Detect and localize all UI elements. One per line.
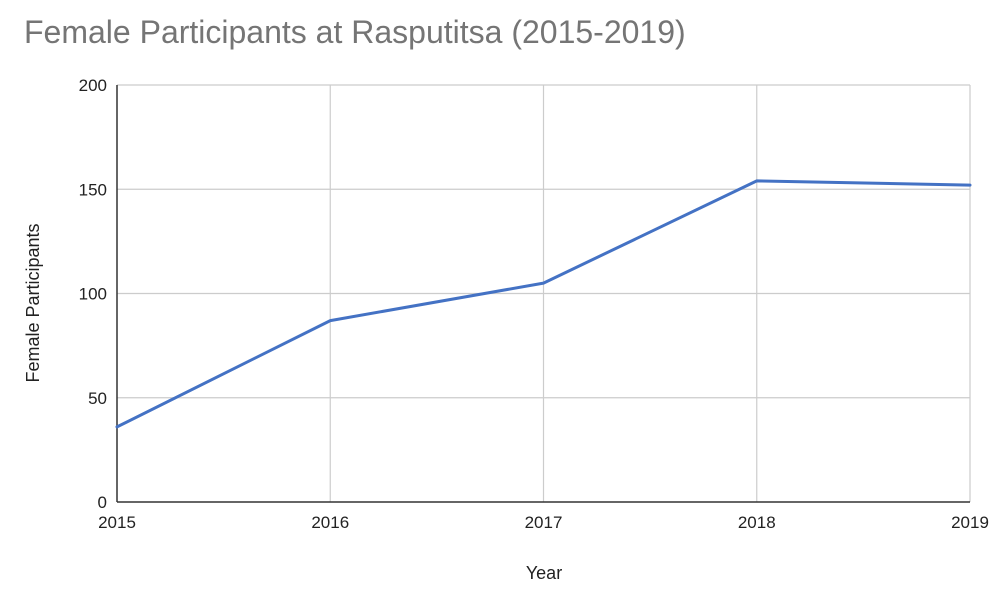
y-tick-label: 100 [79,285,107,304]
series-lines [115,179,972,429]
y-tick-labels: 0 50 100 150 200 [79,76,107,512]
x-tick-label: 2015 [98,513,136,532]
x-axis-title: Year [526,563,562,583]
y-tick-label: 200 [79,76,107,95]
grid-lines [117,84,971,502]
y-axis-title: Female Participants [23,223,43,382]
x-tick-label: 2016 [311,513,349,532]
x-tick-labels: 2015 2016 2017 2018 2019 [98,513,989,532]
axes [116,85,970,503]
chart-title: Female Participants at Rasputitsa (2015-… [24,14,686,50]
x-tick-label: 2018 [738,513,776,532]
y-tick-label: 150 [79,180,107,199]
x-tick-label: 2019 [951,513,989,532]
y-tick-label: 50 [88,389,107,408]
x-tick-label: 2017 [525,513,563,532]
y-tick-label: 0 [98,493,107,512]
